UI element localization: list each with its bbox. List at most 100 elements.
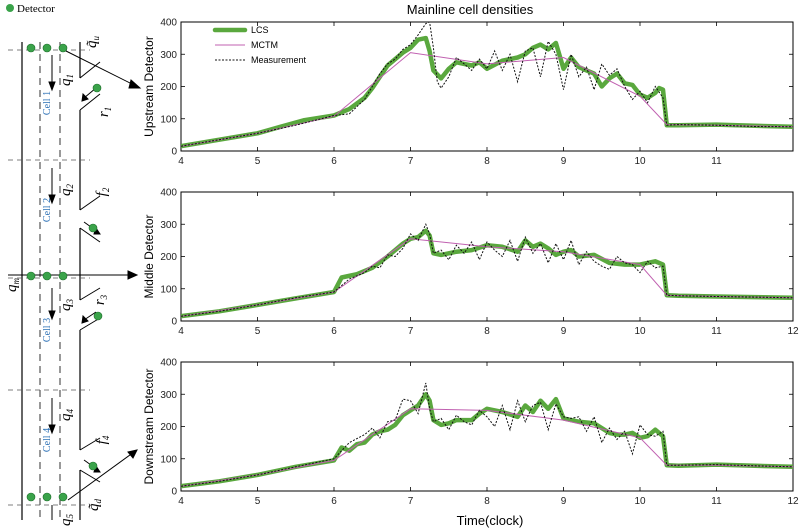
chart-panel: 0 100 200 300 400 4 5 6 7 8 9 10 11 12 Middle Detector: [142, 188, 799, 338]
x-tick-label: 5: [255, 496, 261, 507]
series-line-measurement: [181, 382, 793, 487]
on-ramp-r3: [79, 287, 101, 301]
detector-icon: [58, 43, 68, 53]
detector-legend: Detector: [6, 3, 55, 15]
legend-label: LCS: [251, 25, 269, 35]
y-tick-label: 400: [160, 358, 177, 369]
x-tick-label: 11: [711, 496, 722, 507]
x-tick-label: 8: [484, 326, 490, 337]
y-tick-label: 400: [160, 188, 177, 199]
off-ramp-f4: [79, 437, 101, 451]
x-tick-label: 4: [178, 326, 184, 337]
x-tick-label: 7: [408, 496, 414, 507]
y-tick-label: 100: [160, 284, 177, 295]
x-tick-label: 10: [634, 496, 646, 507]
y-tick-label: 100: [160, 114, 177, 125]
legend-label: Measurement: [251, 55, 307, 65]
x-tick-label: 6: [331, 496, 337, 507]
chart-title: Mainline cell densities: [407, 2, 534, 17]
freeway-diagram: Cell 1 Cell 2 Cell 3 Cell 4 qm q1 q2 q3 …: [4, 36, 142, 527]
y-tick-label: 400: [160, 18, 177, 29]
series-line-mctm: [181, 408, 793, 487]
x-tick-label: 6: [331, 156, 337, 167]
series-line-lcs: [181, 392, 793, 489]
cell-label: Cell 2: [42, 198, 53, 222]
detector-icon: [26, 492, 36, 502]
cell-label: Cell 1: [42, 91, 53, 115]
detector-legend-label: Detector: [17, 3, 55, 15]
y-tick-label: 300: [160, 50, 177, 61]
label-qd: q̃d: [86, 499, 103, 512]
x-tick-label: 9: [561, 326, 567, 337]
flow-arrow-head: [48, 424, 56, 435]
flow-arrow-head: [127, 449, 138, 459]
x-tick-label: 8: [484, 496, 490, 507]
detector-icon: [58, 271, 68, 281]
detector-icon: [88, 461, 98, 471]
y-tick-label: 0: [171, 487, 177, 498]
y-tick-label: 200: [160, 252, 177, 263]
off-ramp-f2: [79, 195, 101, 211]
detector-icon: [42, 492, 52, 502]
detector-icon: [93, 311, 103, 321]
y-tick-label: 300: [160, 220, 177, 231]
label-r3: r3: [92, 294, 109, 305]
label-r1: r1: [96, 107, 113, 117]
x-tick-label: 12: [787, 326, 799, 337]
y-tick-label: 0: [171, 147, 177, 158]
flow-arrow-head: [48, 310, 56, 321]
detector-icon: [42, 43, 52, 53]
label-f2: f2: [94, 187, 111, 196]
x-tick-label: 6: [331, 326, 337, 337]
x-tick-label: 9: [561, 156, 567, 167]
label-q5: q5: [58, 514, 75, 527]
x-axis-label: Time(clock): [457, 513, 524, 528]
chart-panel: 0 100 200 300 400 4 5 6 7 8 9 10 11 Upstream Detector…: [142, 18, 794, 167]
x-tick-label: 10: [634, 326, 646, 337]
chart-panel: 0 100 200 300 400 4 5 6 7 8 9 10 11 12 Downstream Dete…: [142, 358, 799, 508]
label-q1: q1: [58, 74, 75, 86]
series-line-lcs: [181, 228, 793, 319]
y-tick-label: 200: [160, 422, 177, 433]
x-tick-label: 12: [787, 496, 799, 507]
label-qm: qm: [4, 278, 21, 293]
x-tick-label: 5: [255, 326, 261, 337]
y-tick-label: 200: [160, 82, 177, 93]
flow-arrow-head: [48, 81, 56, 92]
pointer-arrow-downstream: [67, 451, 135, 501]
cell-label: Cell 4: [42, 428, 53, 452]
cell-label: Cell 3: [42, 318, 53, 342]
detector-icon: [88, 223, 98, 233]
series-line-mctm: [181, 238, 793, 317]
off-ramp-f4: [79, 469, 101, 483]
y-tick-label: 100: [160, 454, 177, 465]
detector-icon: [26, 43, 36, 53]
flow-arrow-head: [48, 194, 56, 205]
detector-icon: [6, 4, 14, 12]
detector-icon: [58, 492, 68, 502]
x-tick-label: 7: [408, 156, 414, 167]
y-axis-label: Middle Detector: [142, 214, 156, 298]
y-axis-label: Downstream Detector: [142, 368, 156, 484]
series-line-measurement: [181, 22, 793, 147]
detector-icon: [92, 83, 102, 93]
x-tick-label: 4: [178, 496, 184, 507]
pointer-arrow-upstream: [59, 47, 137, 87]
series-line-measurement: [181, 223, 793, 317]
on-ramp-r1: [79, 61, 101, 79]
x-tick-label: 10: [634, 156, 646, 167]
flow-arrow-head: [81, 92, 89, 102]
x-tick-label: 5: [255, 156, 261, 167]
x-tick-label: 4: [178, 156, 184, 167]
flow-arrow-head: [81, 314, 89, 324]
x-tick-label: 8: [484, 156, 490, 167]
x-tick-label: 11: [711, 326, 722, 337]
x-tick-label: 7: [408, 326, 414, 337]
off-ramp-f2: [79, 227, 101, 243]
detector-icon: [42, 271, 52, 281]
detector-icon: [26, 271, 36, 281]
label-f4: f4: [94, 435, 111, 444]
label-q3: q3: [58, 299, 75, 312]
